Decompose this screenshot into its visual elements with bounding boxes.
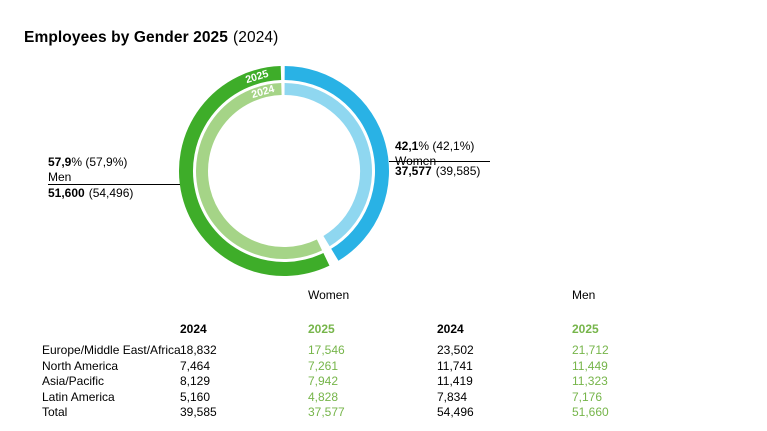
value-men-2025: 7,176 (572, 389, 603, 404)
women-leader-line (389, 161, 490, 163)
value-men-2024: 54,496 (437, 405, 474, 419)
value-women-2025: 37,577 (308, 405, 345, 419)
group-header-men: Men (572, 288, 596, 302)
men-value-label: 51,600 (54,496) (48, 186, 133, 200)
women-pct-bold: 42,1 (395, 139, 419, 153)
region-label: Asia/Pacific (42, 374, 105, 388)
table-row: North America 7,464 7,261 11,741 11,449 (42, 358, 742, 376)
page-title-secondary: (2024) (233, 29, 279, 46)
value-women-2025: 7,261 (308, 358, 339, 373)
men-leader-line (48, 183, 180, 185)
men-pct-bold: 57,9 (48, 155, 72, 169)
women-value-rest: (39,585) (435, 163, 481, 178)
value-men-2025: 11,449 (572, 358, 608, 373)
value-women-2024: 18,832 (180, 343, 217, 357)
men-value-rest: (54,496) (88, 186, 134, 200)
women-label: Women (395, 154, 474, 169)
year-header-men-2024: 2024 (437, 322, 464, 336)
region-label: Total (42, 405, 68, 419)
value-women-2024: 39,585 (180, 405, 217, 419)
value-men-2025: 51,660 (572, 405, 609, 419)
year-header-men-2025: 2025 (572, 322, 599, 336)
men-callout: 57,9% (57,9%) Men (48, 155, 127, 184)
region-label: Latin America (42, 389, 115, 404)
year-header-women-2025: 2025 (308, 322, 335, 336)
ring-label-2024: 2024 (250, 83, 276, 101)
value-men-2025: 11,323 (572, 374, 608, 388)
year-header-women-2024: 2024 (180, 322, 207, 336)
table-row: Latin America 5,160 4,828 7,834 7,176 (42, 389, 742, 407)
men-percentage-label: 57,9% (57,9%) (48, 155, 127, 170)
women-callout: 42,1% (42,1%) Women (395, 139, 474, 168)
women-pct-rest: % (42,1%) (418, 139, 475, 153)
men-label: Men (48, 169, 72, 184)
value-women-2025: 17,546 (308, 343, 345, 357)
value-men-2024: 11,741 (437, 358, 473, 373)
value-women-2025: 7,942 (308, 374, 339, 388)
employees-table: Women Men 2024 2025 2024 2025 Europe/Mid… (42, 288, 742, 422)
value-women-2024: 5,160 (180, 389, 211, 404)
region-label: Europe/Middle East/Africa (42, 343, 181, 357)
value-men-2024: 7,834 (437, 389, 468, 404)
table-row: Europe/Middle East/Africa 18,832 17,546 … (42, 343, 742, 360)
value-men-2024: 23,502 (437, 343, 474, 357)
region-label: North America (42, 358, 119, 373)
donut-svg: 2025 2024 (179, 66, 389, 276)
page-title-main: Employees by Gender 2025 (24, 29, 228, 46)
table-group-header-row: Women Men (42, 288, 742, 323)
value-men-2024: 11,419 (437, 374, 473, 388)
value-women-2024: 7,464 (180, 358, 211, 373)
men-pct-rest: % (57,9%) (71, 155, 128, 169)
men-value-bold: 51,600 (48, 186, 85, 200)
value-men-2025: 21,712 (572, 343, 609, 357)
value-women-2024: 8,129 (180, 374, 211, 388)
women-value-bold: 37,577 (395, 163, 432, 178)
women-value-label: 37,577 (39,585) (395, 164, 480, 178)
group-header-women: Women (308, 288, 350, 302)
table-row-total: Total 39,585 37,577 54,496 51,660 (42, 405, 742, 422)
women-percentage-label: 42,1% (42,1%) (395, 139, 474, 154)
table-year-header-row: 2024 2025 2024 2025 (42, 322, 742, 344)
gender-donut-chart: 2025 2024 (174, 61, 394, 281)
table-row: Asia/Pacific 8,129 7,942 11,419 11,323 (42, 374, 742, 391)
value-women-2025: 4,828 (308, 389, 339, 404)
page-title: Employees by Gender 2025 (2024) (24, 29, 278, 47)
